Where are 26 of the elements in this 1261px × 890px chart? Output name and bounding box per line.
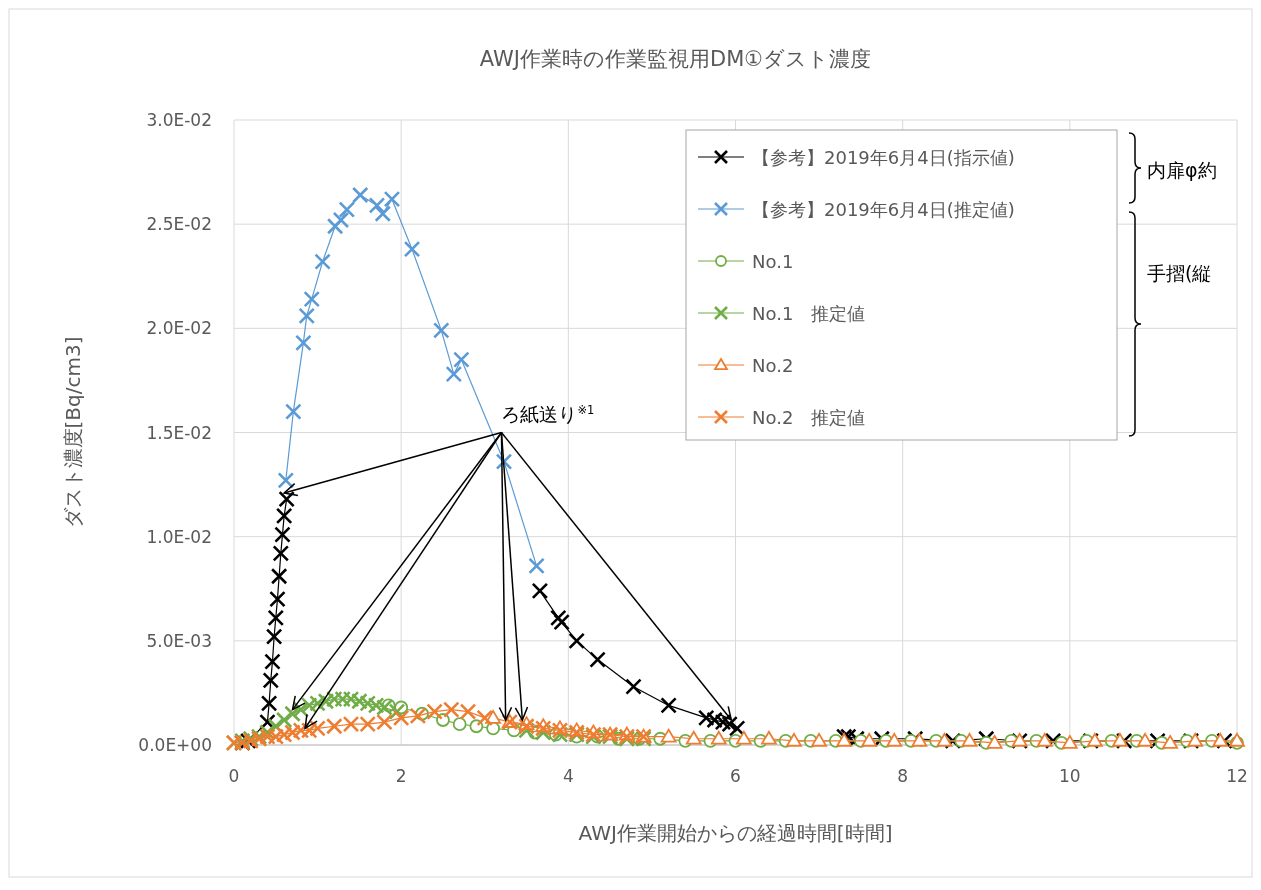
legend-label: No.1 推定値 xyxy=(752,303,866,324)
x-tick-label: 10 xyxy=(1059,766,1081,786)
y-tick-label: 2.5E-02 xyxy=(146,214,212,235)
x-tick-label: 0 xyxy=(228,766,240,786)
y-tick-label: 1.0E-02 xyxy=(146,526,212,547)
y-tick-label: 2.0E-02 xyxy=(146,318,212,339)
x-tick-label: 2 xyxy=(395,766,407,786)
y-axis-title: ダスト濃度[Bq/cm3] xyxy=(61,336,85,529)
annotation: 手摺(縦 xyxy=(1147,262,1212,284)
annotation: ろ紙送り$^{※1}$ xyxy=(501,402,595,425)
legend-label: No.2 xyxy=(752,355,794,376)
y-tick-label: 1.5E-02 xyxy=(146,422,212,443)
y-tick-label: 3.0E-02 xyxy=(146,110,212,130)
legend-label: 【参考】2019年6月4日(指示値) xyxy=(752,147,1015,168)
y-tick-label: 0.0E+00 xyxy=(138,735,212,755)
legend-label: No.2 推定値 xyxy=(752,407,866,428)
x-axis-title: AWJ作業開始からの経過時間[時間] xyxy=(578,821,893,845)
x-tick-label: 12 xyxy=(1226,766,1248,786)
y-tick-label: 5.0E-03 xyxy=(146,630,212,651)
x-tick-label: 8 xyxy=(897,766,909,786)
legend-label: 【参考】2019年6月4日(推定値) xyxy=(752,199,1015,220)
annotation: 内扉φ約 xyxy=(1147,159,1217,181)
x-tick-label: 4 xyxy=(562,766,574,786)
legend-label: No.1 xyxy=(752,251,794,272)
x-tick-label: 6 xyxy=(730,766,741,786)
chart-title: AWJ作業時の作業監視用DM①ダスト濃度 xyxy=(479,47,872,71)
